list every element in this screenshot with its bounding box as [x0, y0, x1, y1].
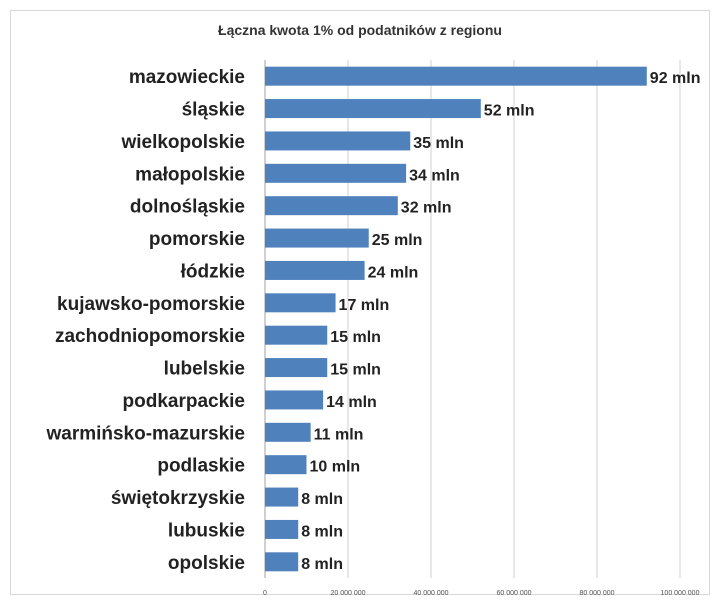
- x-tick-label: 20 000 000: [330, 590, 365, 597]
- category-label: lubelskie: [164, 359, 245, 380]
- data-label: 8 mln: [301, 523, 343, 540]
- category-label: śląskie: [182, 100, 245, 121]
- category-label: wielkopolskie: [120, 132, 245, 153]
- bar: [265, 131, 411, 151]
- category-label: podlaskie: [157, 456, 245, 477]
- bar: [265, 552, 299, 572]
- data-label: 8 mln: [301, 491, 343, 508]
- category-label: świętokrzyskie: [111, 488, 245, 509]
- category-label: łódzkie: [181, 261, 245, 282]
- bar: [265, 293, 336, 313]
- category-label: opolskie: [168, 553, 245, 574]
- category-label: mazowieckie: [129, 67, 245, 88]
- category-label: lubuskie: [168, 520, 245, 541]
- data-label: 35 mln: [413, 135, 464, 152]
- data-label: 25 mln: [372, 232, 423, 249]
- x-tick-label: 0: [263, 590, 267, 597]
- x-tick-label: 60 000 000: [496, 590, 531, 597]
- x-tick-label: 40 000 000: [413, 590, 448, 597]
- bar: [265, 487, 299, 507]
- data-label: 8 mln: [301, 556, 343, 573]
- bar: [265, 325, 328, 345]
- data-label: 92 mln: [650, 70, 701, 87]
- bar: [265, 390, 324, 410]
- bar: [265, 260, 365, 280]
- data-label: 10 mln: [310, 459, 361, 476]
- x-tick-label: 100 000 000: [661, 590, 700, 597]
- bar: [265, 66, 647, 86]
- category-label: zachodniopomorskie: [55, 326, 245, 347]
- category-label: dolnośląskie: [130, 197, 245, 218]
- data-label: 32 mln: [401, 200, 452, 217]
- data-label: 14 mln: [326, 394, 377, 411]
- chart-title: Łączna kwota 1% od podatników z regionu: [218, 22, 502, 38]
- category-label: warmińsko-mazurskie: [45, 423, 245, 444]
- data-label: 15 mln: [330, 329, 381, 346]
- data-label: 52 mln: [484, 103, 535, 120]
- data-label: 34 mln: [409, 167, 460, 184]
- category-label: podkarpackie: [123, 391, 246, 412]
- bar: [265, 422, 311, 442]
- category-label: kujawsko-pomorskie: [57, 294, 245, 315]
- category-label: pomorskie: [149, 229, 245, 250]
- bar: [265, 196, 398, 216]
- x-tick-label: 80 000 000: [579, 590, 614, 597]
- category-label: małopolskie: [135, 164, 245, 185]
- data-label: 15 mln: [330, 362, 381, 379]
- bar: [265, 99, 481, 119]
- data-label: 24 mln: [368, 264, 419, 281]
- bar: [265, 163, 407, 183]
- data-label: 17 mln: [339, 297, 390, 314]
- bar: [265, 455, 307, 475]
- bar: [265, 228, 369, 248]
- bar: [265, 358, 328, 378]
- data-label: 11 mln: [314, 426, 364, 443]
- bar: [265, 519, 299, 539]
